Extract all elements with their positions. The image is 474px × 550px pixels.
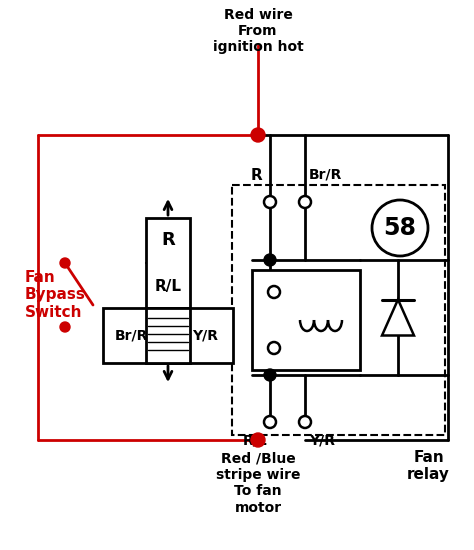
Circle shape (372, 200, 428, 256)
Circle shape (264, 254, 276, 266)
Circle shape (60, 322, 70, 332)
Circle shape (60, 258, 70, 268)
Circle shape (268, 286, 280, 298)
Circle shape (268, 342, 280, 354)
Text: 58: 58 (383, 216, 417, 240)
Circle shape (264, 416, 276, 428)
Text: Red wire
From
ignition hot: Red wire From ignition hot (213, 8, 303, 54)
Circle shape (299, 196, 311, 208)
Text: Red /Blue
stripe wire
To fan
motor: Red /Blue stripe wire To fan motor (216, 452, 300, 515)
Text: R: R (161, 231, 175, 249)
Text: Y/R: Y/R (309, 433, 335, 447)
Bar (252, 270, 360, 370)
Text: R/L: R/L (155, 278, 182, 294)
Text: Fan
relay: Fan relay (407, 450, 450, 482)
Bar (146, 218, 190, 308)
Bar (232, 185, 445, 435)
Polygon shape (382, 300, 414, 336)
Text: Br/R: Br/R (309, 168, 342, 182)
Bar (103, 308, 233, 363)
Text: Y/R: Y/R (192, 328, 218, 343)
Circle shape (251, 128, 265, 142)
Circle shape (264, 196, 276, 208)
Text: Br/R: Br/R (114, 328, 148, 343)
Text: R: R (250, 168, 262, 183)
Circle shape (251, 433, 265, 447)
Circle shape (299, 416, 311, 428)
Text: R/L: R/L (243, 433, 268, 447)
Circle shape (264, 369, 276, 381)
Bar (146, 308, 190, 363)
Text: Fan
Bypass
Switch: Fan Bypass Switch (25, 270, 86, 320)
